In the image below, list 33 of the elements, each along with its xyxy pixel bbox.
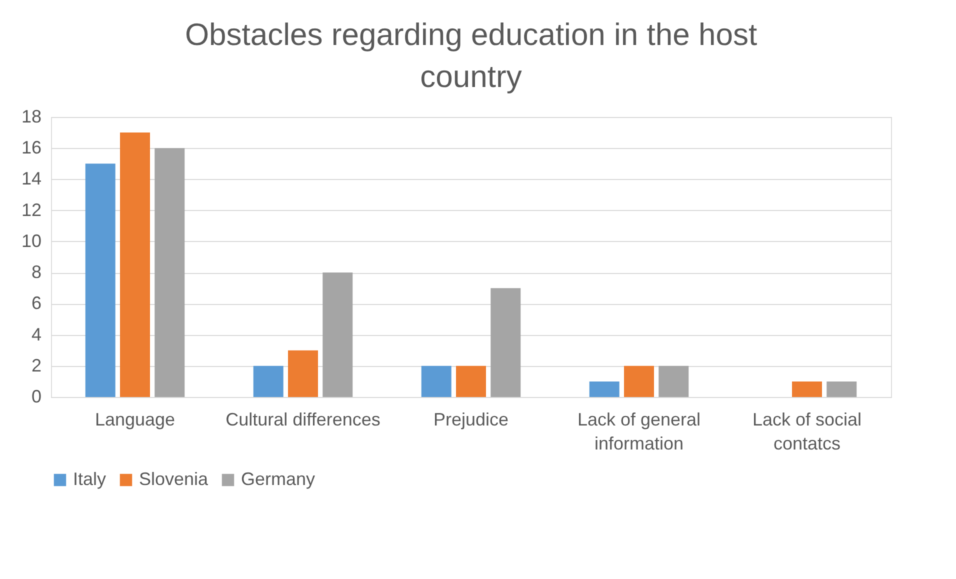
x-tick-label: Lack of general information [577, 410, 701, 454]
legend-label: Slovenia [139, 469, 210, 489]
x-tick-label: Prejudice [433, 410, 509, 430]
y-tick-label: 8 [31, 262, 42, 282]
bar [120, 132, 150, 397]
bar [792, 381, 822, 397]
chart-title: Obstacles regarding education in the host country [184, 17, 758, 94]
bar [253, 366, 284, 397]
bar [826, 381, 857, 397]
bar [322, 272, 353, 397]
y-tick-label: 6 [31, 293, 42, 314]
y-tick-label: 2 [31, 355, 42, 376]
bar [421, 366, 452, 397]
legend-label: Germany [241, 469, 316, 489]
x-tick-label: Lack of social contatcs [752, 410, 862, 454]
bar [456, 366, 486, 397]
y-tick-label: 0 [31, 386, 42, 406]
x-tick-label: Cultural differences [226, 410, 380, 430]
y-tick-label: 18 [21, 106, 42, 126]
legend-label: Italy [73, 469, 106, 489]
y-tick-label: 16 [21, 138, 42, 158]
y-tick-label: 14 [21, 168, 42, 189]
bar [624, 366, 654, 397]
y-tick-label: 4 [31, 324, 42, 344]
bar [658, 366, 689, 397]
bar [85, 164, 116, 397]
bar [589, 381, 620, 397]
bar [490, 288, 521, 397]
y-tick-label: 10 [21, 230, 42, 251]
bar [288, 350, 318, 397]
x-tick-label: Language [94, 410, 176, 430]
y-tick-label: 12 [21, 200, 42, 220]
bar [154, 148, 185, 397]
